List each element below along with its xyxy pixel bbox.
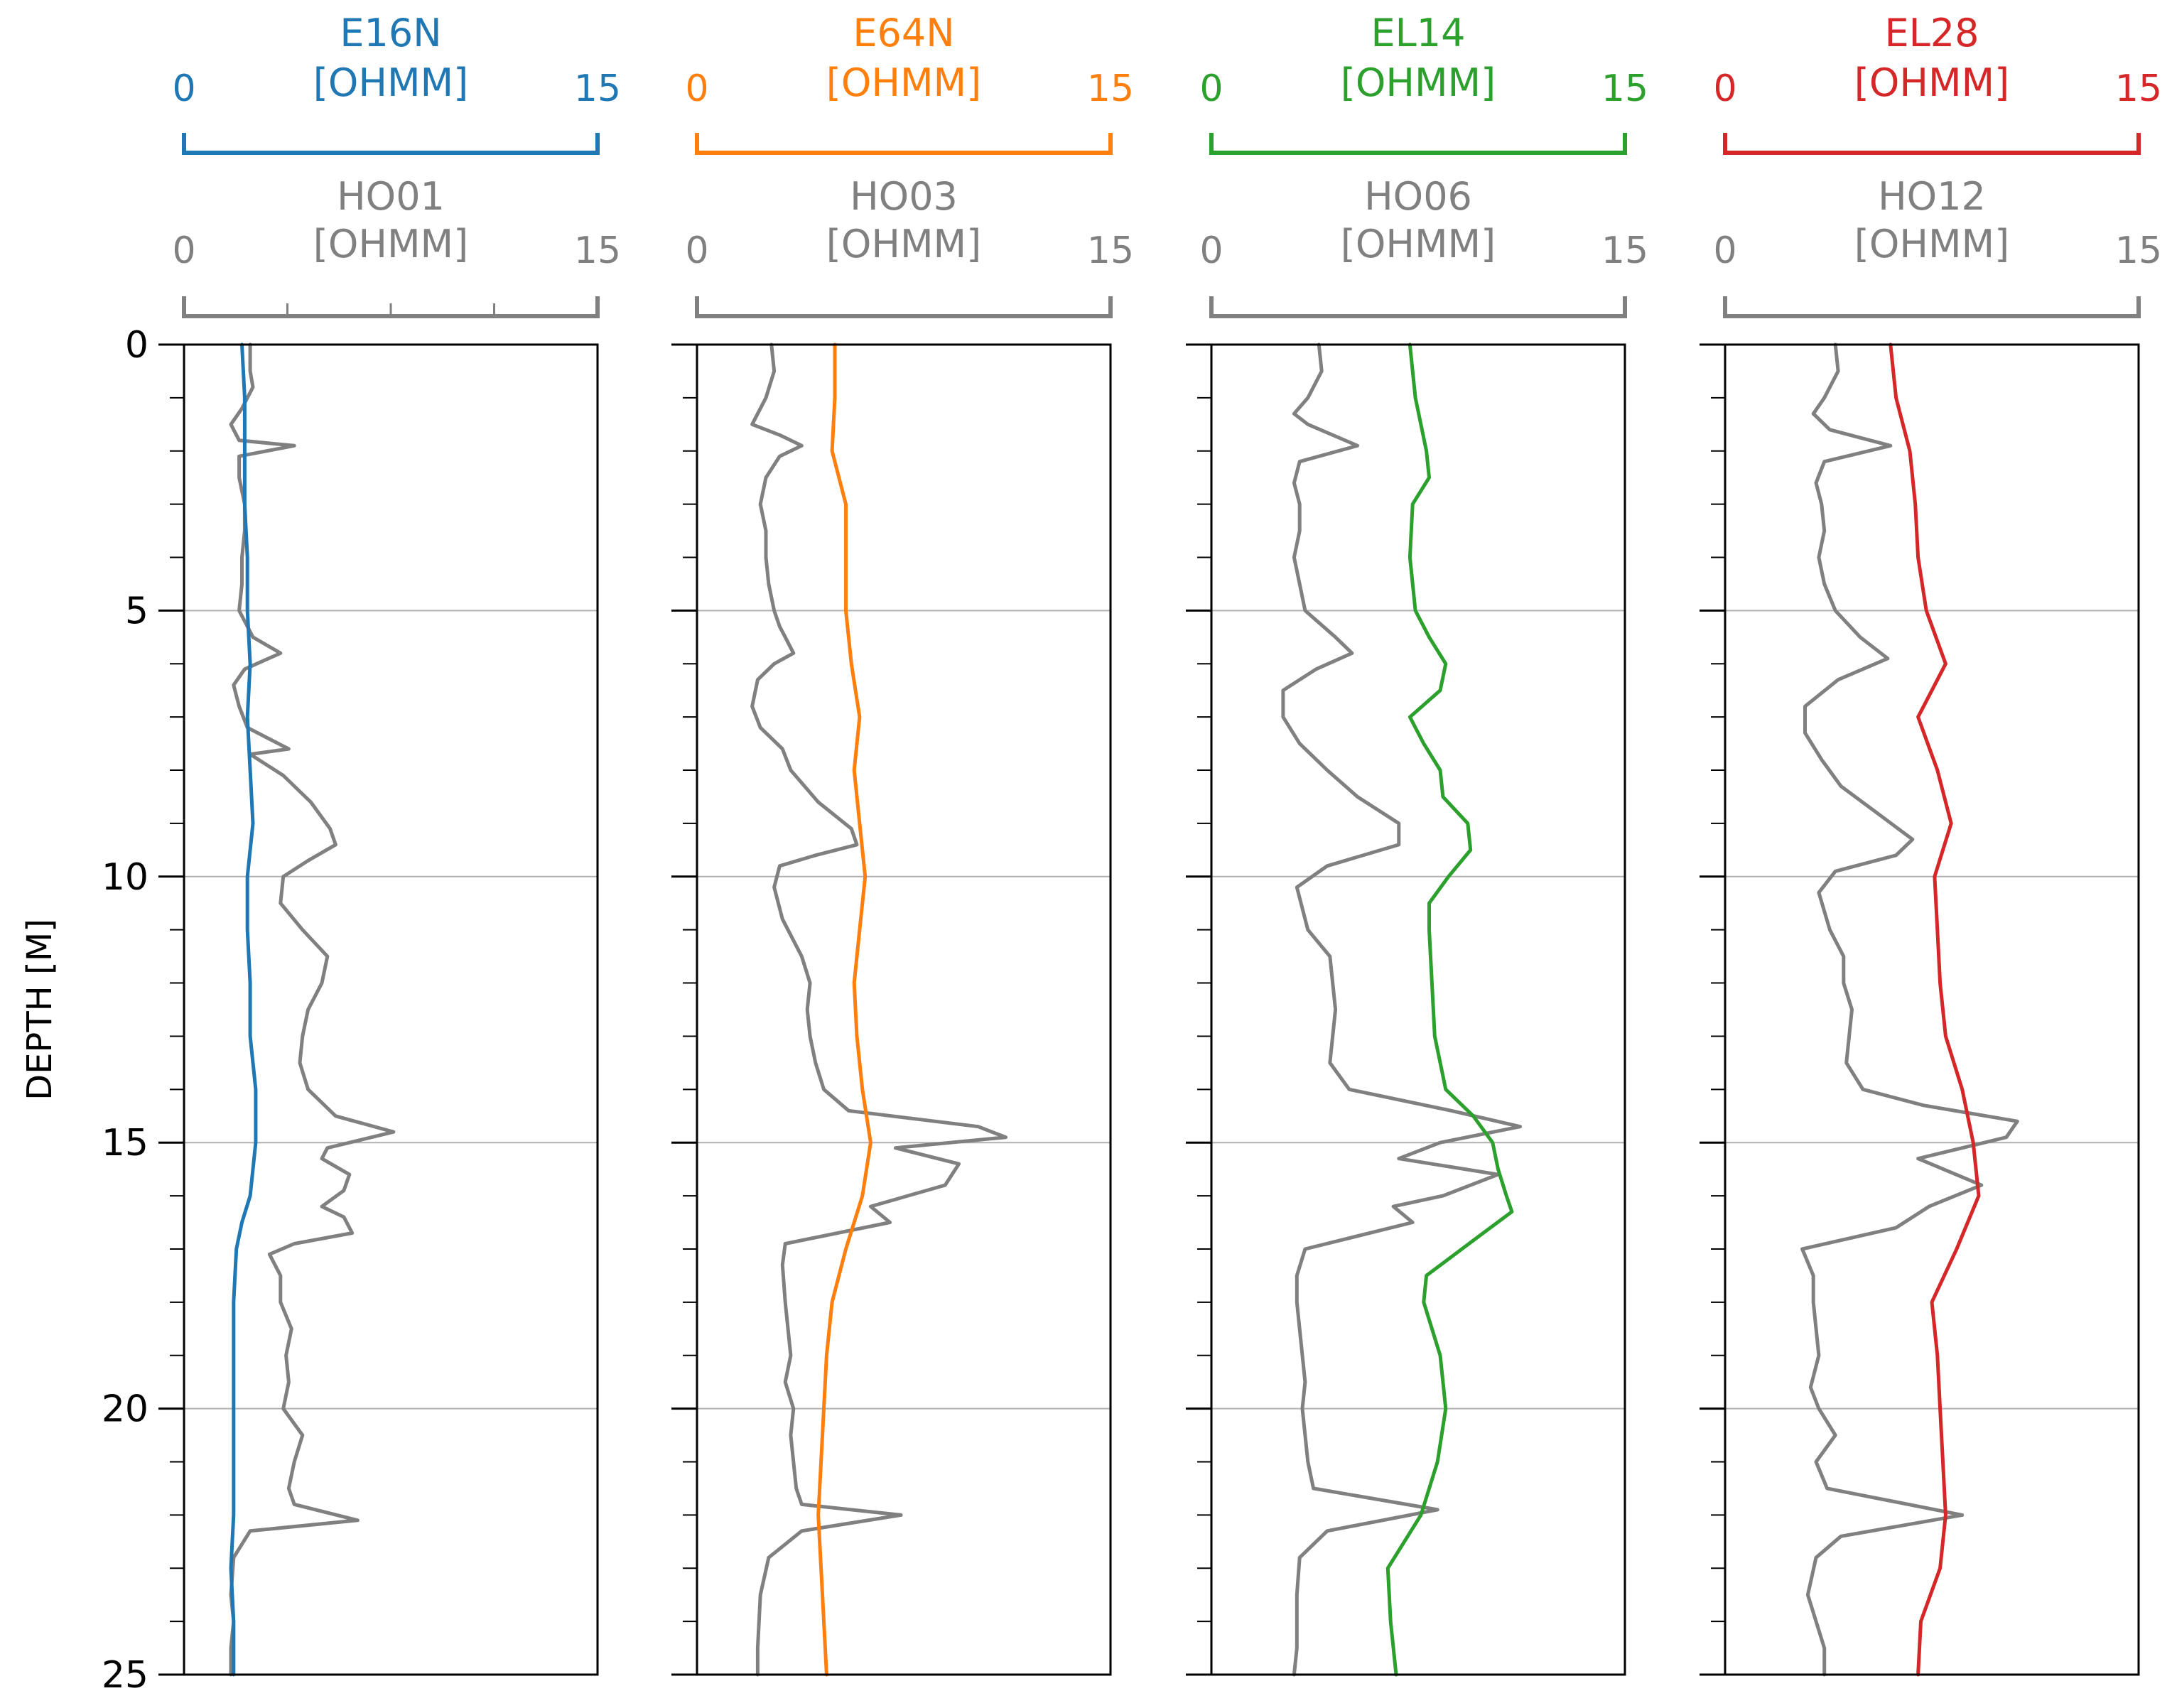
unit-label-el28: [OHMM] [1854, 60, 2009, 105]
curves-layer [229, 342, 2019, 1677]
y-tick-label-25: 25 [102, 1654, 148, 1697]
scale-min-label-el28: 0 [1713, 67, 1736, 110]
track-title-el14: EL14 [1371, 11, 1466, 55]
series-line-ho12 [1800, 342, 2019, 1677]
scale-min-label-e64n: 0 [685, 67, 708, 110]
y-axis-label: DEPTH [M] [20, 919, 60, 1101]
scale-min-label-ho01: 0 [172, 229, 195, 272]
unit-label-e16n: [OHMM] [313, 60, 468, 105]
track-frame-0 [183, 343, 599, 1676]
scale-bracket-e64n [695, 133, 1113, 155]
scale-max-label-ho01: 15 [574, 229, 621, 272]
frames-layer [158, 343, 2140, 1676]
scale-max-label-e64n: 15 [1087, 67, 1134, 110]
series-line-e64n [816, 342, 872, 1677]
unit-label-el14: [OHMM] [1341, 60, 1496, 105]
y-tick-label-15: 15 [102, 1122, 148, 1164]
track-frame-3 [1724, 343, 2140, 1676]
unit-label-ho06: [OHMM] [1341, 222, 1496, 266]
scale-bracket-ho06 [1209, 296, 1627, 318]
y-tick-label-5: 5 [125, 590, 148, 632]
scale-max-label-ho12: 15 [2115, 229, 2162, 272]
unit-label-e64n: [OHMM] [826, 60, 981, 105]
series-line-ho06 [1281, 342, 1523, 1677]
scale-min-label-el14: 0 [1199, 67, 1223, 110]
scale-bracket-el14 [1209, 133, 1627, 155]
series-line-e16n [229, 342, 258, 1677]
scale-max-label-ho03: 15 [1087, 229, 1134, 272]
track-title-e16n: E16N [340, 11, 441, 55]
series-line-ho01 [229, 342, 396, 1677]
track-title-el28: EL28 [1885, 11, 1979, 55]
scale-max-label-el28: 15 [2115, 67, 2162, 110]
unit-label-ho01: [OHMM] [313, 222, 468, 266]
y-tick-label-20: 20 [102, 1388, 148, 1431]
scale-min-label-ho12: 0 [1713, 229, 1736, 272]
track-frame-1 [696, 343, 1112, 1676]
scale-max-label-e16n: 15 [574, 67, 621, 110]
unit-label-ho12: [OHMM] [1854, 222, 2009, 266]
track-title-ho06: HO06 [1364, 174, 1472, 219]
scale-min-label-e16n: 0 [172, 67, 195, 110]
scale-min-label-ho06: 0 [1199, 229, 1223, 272]
y-tick-label-10: 10 [102, 856, 148, 899]
y-axis-layer: 0 5 10 15 20 25 DEPTH [M] [20, 324, 148, 1697]
grid-layer [184, 610, 2139, 1410]
series-line-ho03 [750, 342, 1008, 1677]
scale-max-label-ho06: 15 [1601, 229, 1648, 272]
track-title-ho01: HO01 [337, 174, 445, 219]
y-tick-label-0: 0 [125, 324, 148, 367]
scale-bracket-e16n [182, 133, 600, 155]
unit-label-ho03: [OHMM] [826, 222, 981, 266]
scale-min-label-ho03: 0 [685, 229, 708, 272]
series-line-el14 [1385, 342, 1514, 1677]
scale-bracket-el28 [1723, 133, 2141, 155]
scale-bracket-ho12 [1723, 296, 2141, 318]
track-title-e64n: E64N [853, 11, 954, 55]
series-line-el28 [1889, 342, 1981, 1677]
scale-bracket-ho03 [695, 296, 1113, 318]
scale-max-label-el14: 15 [1601, 67, 1648, 110]
track-frame-2 [1210, 343, 1626, 1676]
track-title-ho12: HO12 [1878, 174, 1986, 219]
track-title-ho03: HO03 [850, 174, 958, 219]
